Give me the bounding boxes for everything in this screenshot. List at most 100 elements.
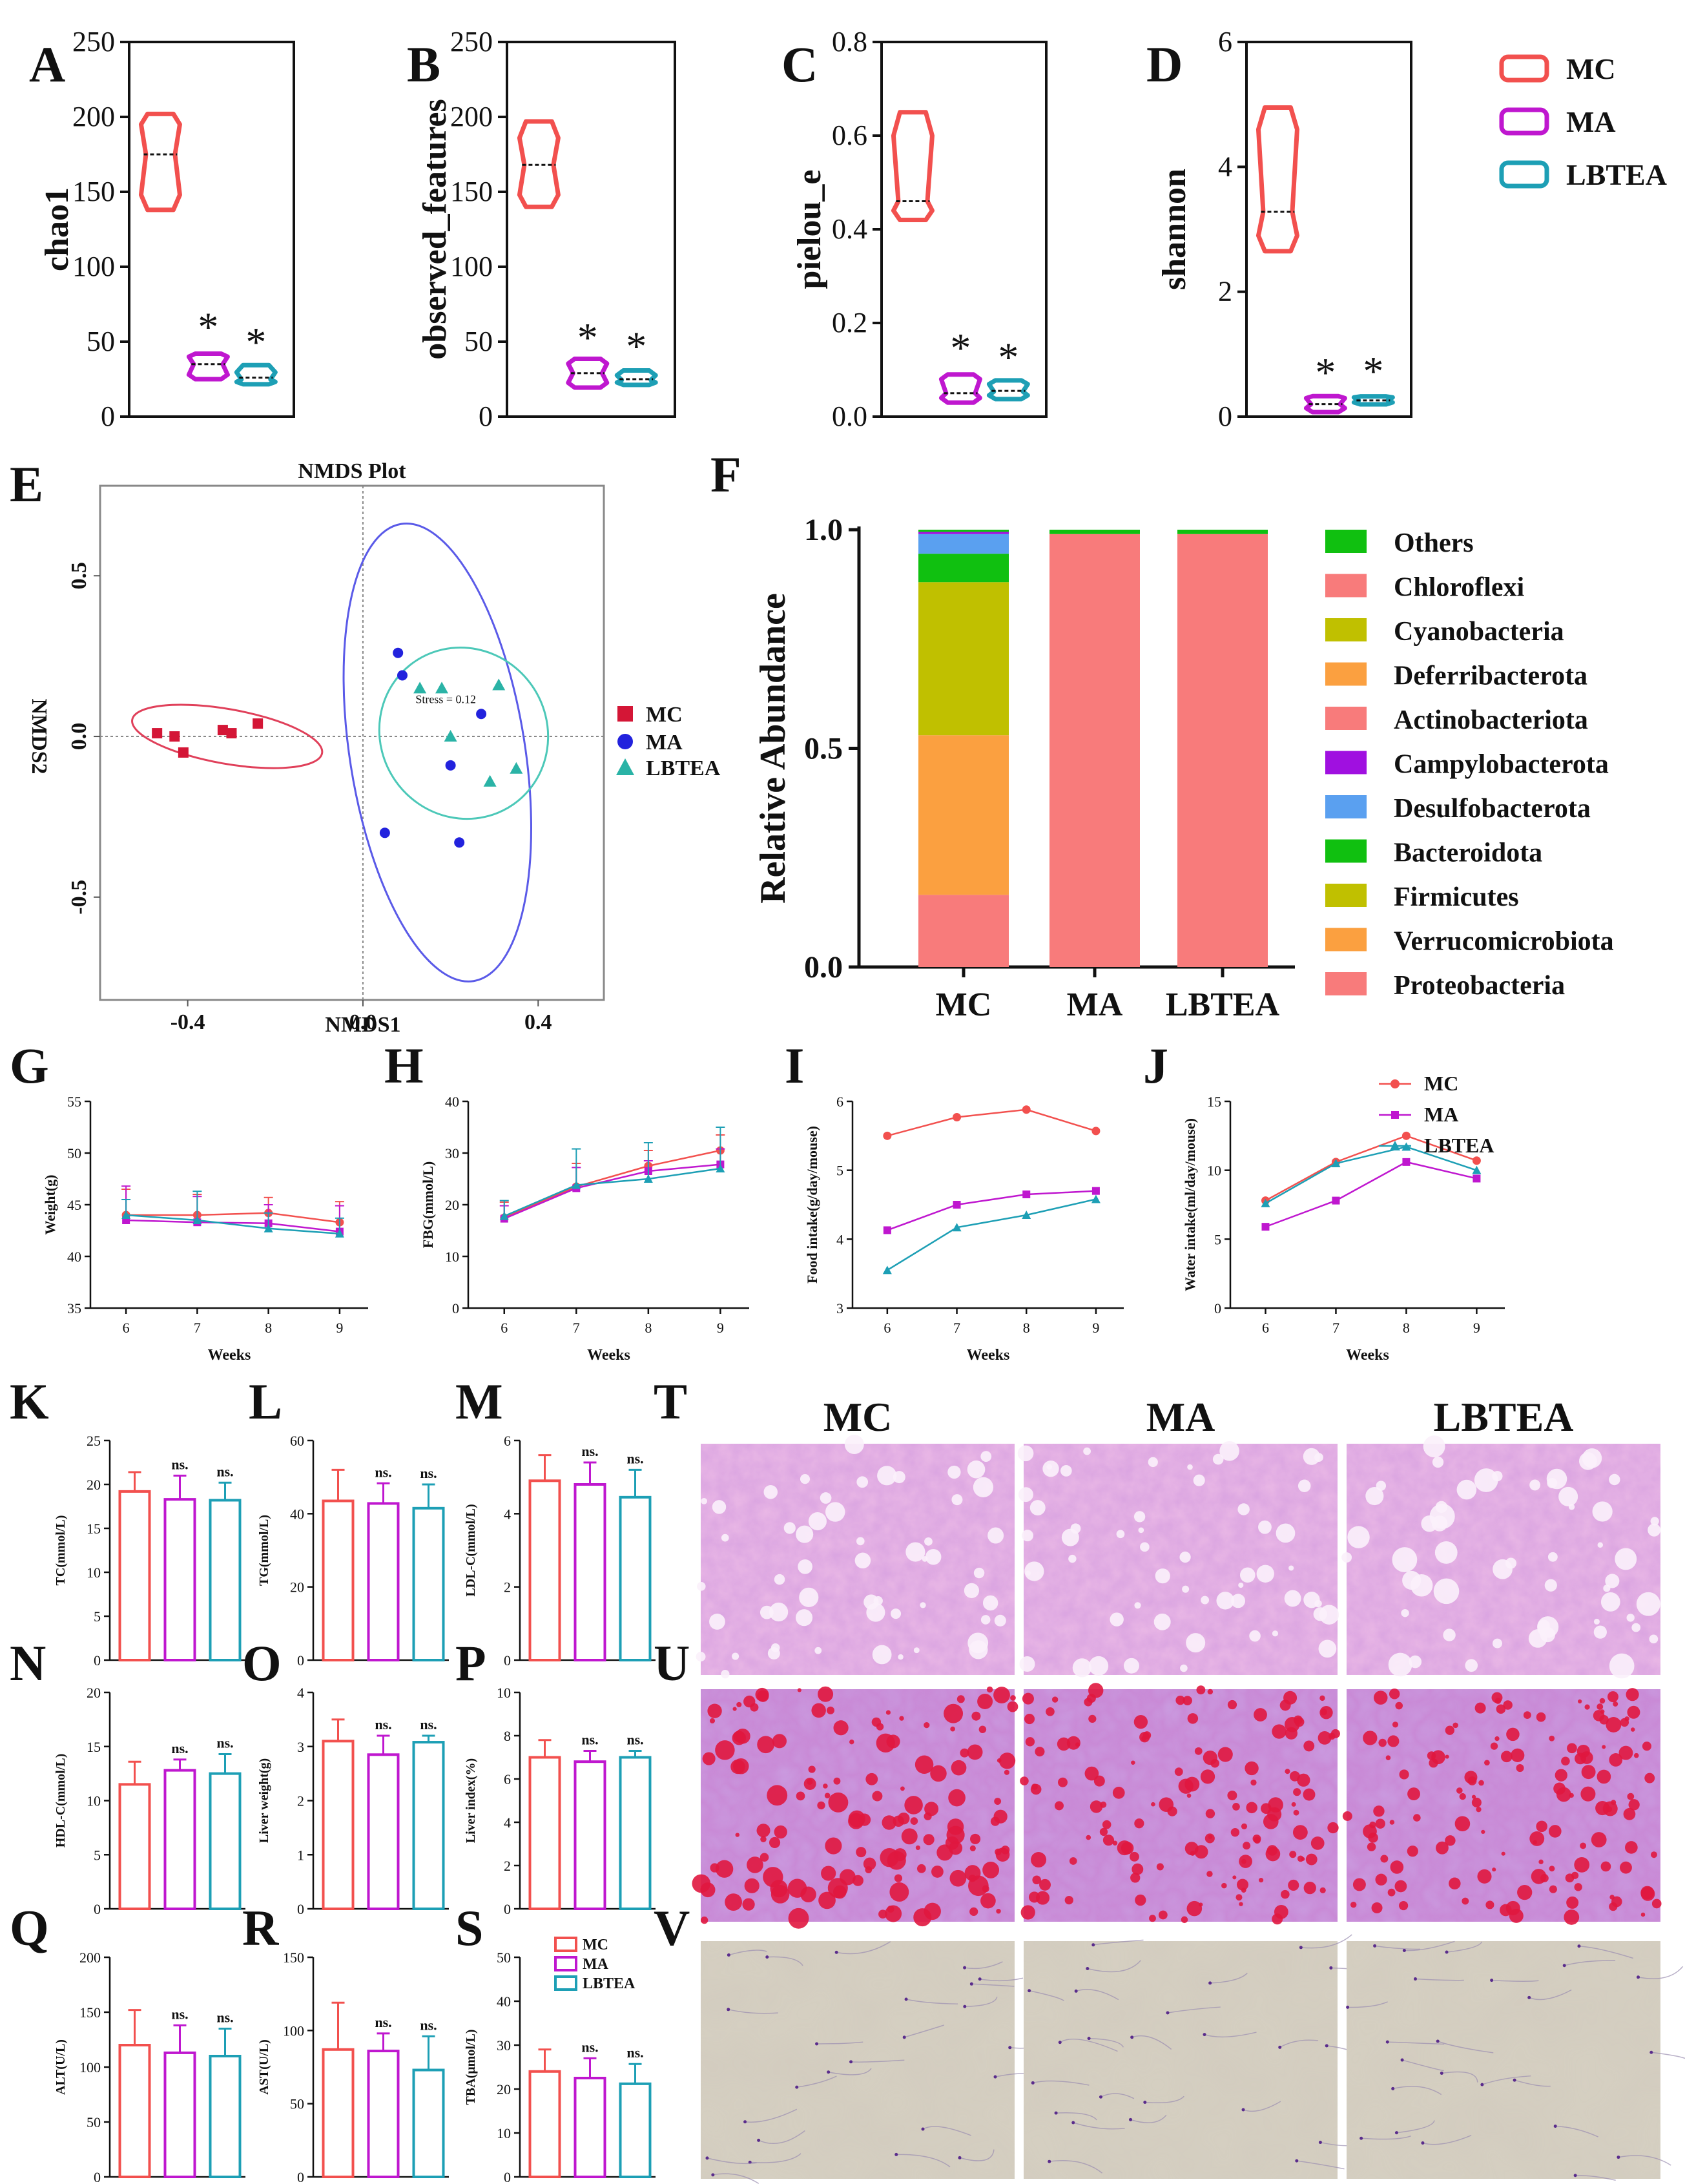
lipid-vacuole [1180,1664,1188,1672]
lipid-droplet [1600,1861,1611,1872]
lipid-droplet [849,1739,854,1745]
significance-label: ns. [626,1731,643,1747]
lipid-vacuole [1088,1656,1109,1676]
lipid-droplet [1394,1880,1407,1893]
nucleus [1391,2086,1395,2090]
nucleus [1091,1943,1095,1947]
lipid-droplet [715,1740,735,1760]
y-tick-label: 15 [87,1739,101,1755]
lipid-droplet [848,1813,864,1829]
nucleus [1385,2040,1389,2044]
point-ma [1402,1158,1411,1166]
lipid-droplet [970,1833,981,1844]
lipid-droplet [1099,1827,1108,1836]
lipid-droplet [1134,1818,1144,1829]
point-mc [253,718,264,729]
panel-label: D [1146,36,1183,92]
lipid-droplet [1363,1731,1378,1745]
cell-membrane [1404,1940,1455,1951]
lipid-vacuole [820,1492,832,1504]
panel-q: Q 0 50 100 150 200 ALT(U/L) ns. ns. [10,1900,245,2184]
nucleus [1166,2011,1170,2015]
nucleus [1436,2039,1440,2043]
lipid-vacuole [774,1574,785,1585]
panel-p: P 0 2 4 6 8 10 Liver index(%) ns. ns. [455,1635,656,1917]
lipid-droplet [797,1688,801,1692]
lipid-vacuole [1432,1456,1444,1468]
y-axis-label: shannon [1156,169,1193,290]
y-axis-label: Water intake(ml/day/mouse) [1182,1118,1198,1291]
lipid-droplet [1392,1721,1399,1728]
cell-membrane [851,2059,905,2063]
lipid-droplet [1373,1805,1385,1817]
lipid-vacuole [873,1596,883,1606]
cell-membrane [1243,2101,1281,2112]
panel-label: M [455,1373,503,1430]
cell-membrane [1575,2175,1616,2181]
lipid-droplet [1538,1859,1544,1865]
cell-membrane [767,1956,803,1966]
cell-membrane [750,2153,801,2163]
lipid-droplet [1020,1776,1029,1785]
legend-label: MA [583,1956,609,1973]
y-tick-label: 1.0 [804,513,843,547]
lipid-vacuole [800,1474,811,1484]
lipid-vacuole [1068,1554,1077,1563]
lipid-droplet [1581,1765,1596,1780]
lipid-droplet [994,1798,1002,1805]
significance-label: ns. [216,1734,233,1751]
lipid-droplet [1501,1851,1505,1856]
nucleus [1421,2141,1425,2145]
panel-label: L [249,1373,282,1430]
lipid-vacuole [799,1587,819,1607]
y-tick-label: 5 [94,1847,101,1863]
lipid-droplet [1088,1683,1104,1698]
legend-label: LBTEA [1424,1134,1494,1157]
legend-label: Proteobacteria [1394,971,1565,1001]
significance-label: ns. [581,2039,598,2055]
lipid-droplet [1293,1809,1299,1816]
bar-segment-others [1049,530,1140,534]
lipid-vacuole [1060,1465,1072,1477]
nucleus [969,1982,973,1986]
bar-ma [163,1769,196,1911]
lipid-droplet [1561,1756,1570,1766]
point-lbtea [335,1229,344,1238]
significance-star: * [577,315,598,360]
panel-b: B 0 50 100 150 200 250 observed_features * * [407,26,676,432]
lipid-vacuole [1123,1658,1139,1674]
bar-segment-campylobacterota [918,532,1009,534]
x-tick-label: 6 [1262,1320,1269,1336]
bar-ma [367,2050,400,2178]
cell-membrane [959,2149,995,2161]
lipid-vacuole [1314,1453,1323,1462]
y-tick-label: 30 [497,2037,511,2054]
lipid-vacuole [1256,1565,1274,1583]
nucleus [795,2085,799,2089]
cell-membrane [1167,2006,1221,2013]
lipid-droplet [986,1686,993,1693]
lipid-droplet [833,1720,849,1736]
cell-membrane [758,2130,805,2145]
cell-membrane [1144,2096,1184,2104]
y-axis-label: pielou_e [791,170,828,289]
y-tick-label: 15 [1207,1094,1221,1110]
lipid-vacuole [925,1548,942,1565]
lipid-droplet [1149,1915,1156,1922]
lipid-droplet [1575,1752,1586,1765]
lipid-vacuole [1626,1614,1635,1622]
lipid-droplet [1597,1769,1611,1784]
violin-mc [891,110,935,222]
lipid-droplet [1387,1888,1396,1897]
panel-j: J 0 5 10 15 6 7 8 9 Weeks Water intake(ml/day/mous… [1143,1037,1505,1364]
lipid-vacuole [922,1555,928,1562]
series-line-ma [1265,1161,1477,1228]
violin-ma [938,372,982,405]
nucleus [1413,1977,1417,1981]
cell-membrane [1059,2039,1118,2052]
lipid-vacuole [1544,1579,1557,1592]
point-lbtea [643,1174,653,1183]
panel-label: A [29,36,65,92]
nucleus [1028,1989,1031,1993]
cell-membrane [1491,1979,1539,1982]
